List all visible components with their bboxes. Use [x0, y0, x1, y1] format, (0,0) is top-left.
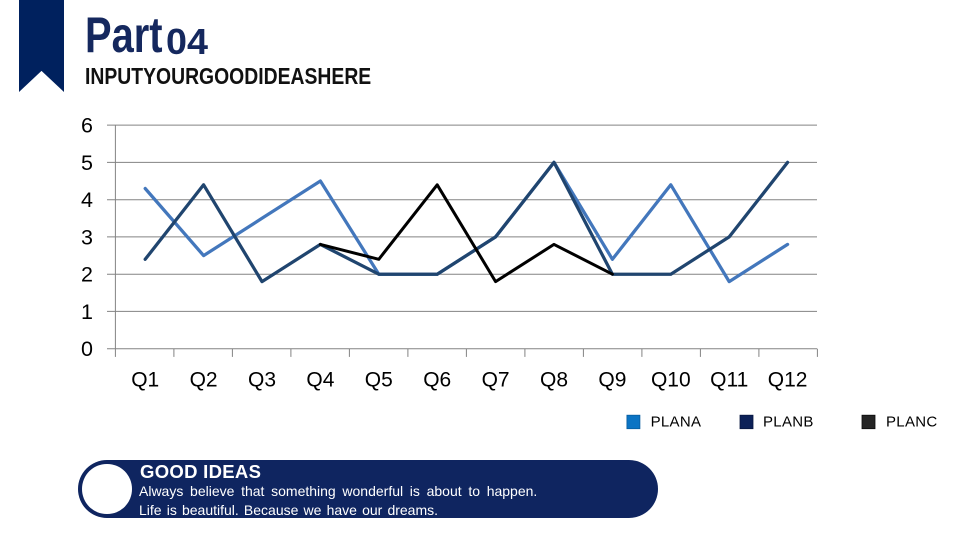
svg-text:3: 3	[81, 225, 93, 249]
svg-text:2: 2	[81, 263, 93, 287]
svg-text:Q12: Q12	[768, 369, 808, 392]
svg-text:PLANC: PLANC	[886, 413, 938, 430]
svg-text:0: 0	[81, 337, 93, 361]
svg-text:Q3: Q3	[248, 369, 276, 392]
svg-text:Q10: Q10	[651, 369, 691, 392]
svg-text:6: 6	[81, 114, 93, 138]
svg-text:Q8: Q8	[540, 369, 568, 392]
svg-text:1: 1	[81, 300, 93, 324]
svg-text:Q1: Q1	[131, 369, 159, 392]
svg-text:Q9: Q9	[598, 369, 626, 392]
svg-text:Q11: Q11	[710, 369, 748, 392]
svg-text:PLANA: PLANA	[651, 413, 702, 430]
svg-text:Q2: Q2	[190, 369, 218, 392]
svg-text:Q5: Q5	[365, 369, 393, 392]
svg-text:Q7: Q7	[482, 369, 510, 392]
svg-text:PLANB: PLANB	[763, 413, 814, 430]
svg-text:5: 5	[81, 151, 93, 175]
svg-text:Q4: Q4	[306, 369, 334, 392]
svg-text:4: 4	[81, 188, 93, 212]
svg-text:Q6: Q6	[423, 369, 451, 392]
